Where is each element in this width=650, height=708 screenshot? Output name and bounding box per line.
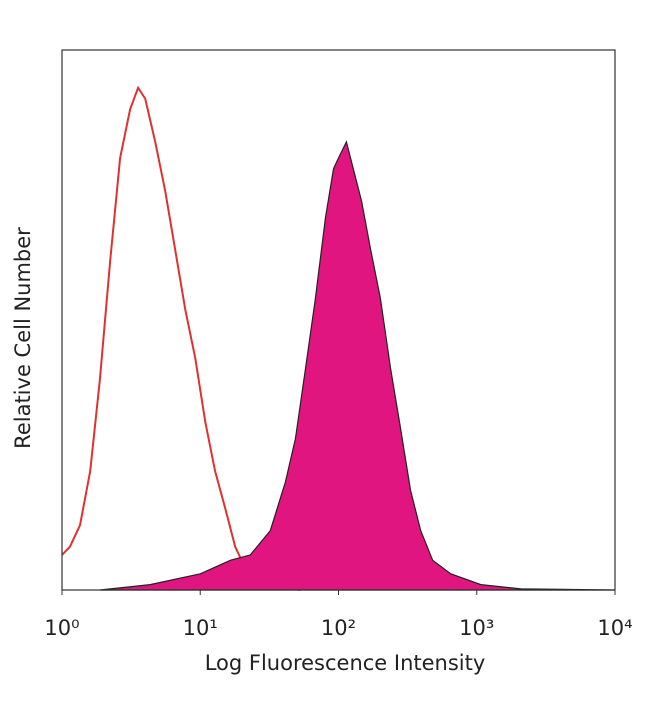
x-tick-label: 10¹ (183, 616, 218, 640)
x-tick-label: 10² (321, 616, 356, 640)
x-tick-label: 10⁰ (44, 616, 79, 640)
x-tick-label: 10⁴ (597, 616, 632, 640)
y-axis-label: Relative Cell Number (11, 227, 35, 449)
x-axis-label: Log Fluorescence Intensity (205, 651, 486, 675)
histogram-line (61, 85, 301, 591)
x-tick-label: 10³ (459, 616, 494, 640)
histogram-area (99, 140, 616, 591)
